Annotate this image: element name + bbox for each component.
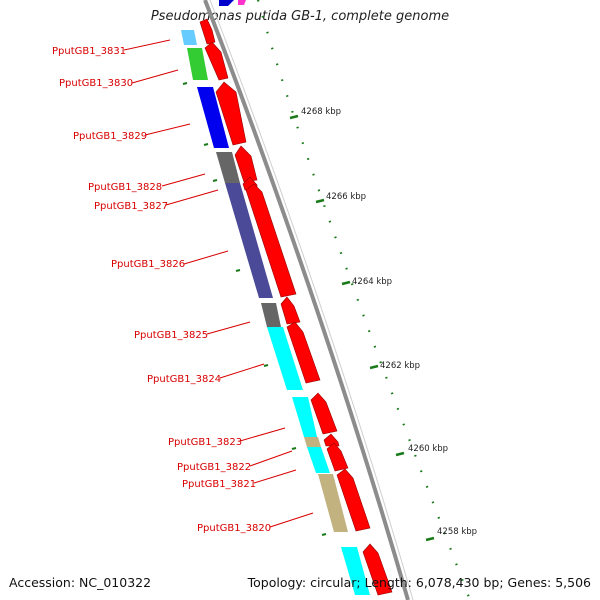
gene-label-3828[interactable]: PputGB1_3828 <box>88 182 162 193</box>
gene-arrow-3825 <box>280 296 301 325</box>
cog-block-green <box>187 48 208 80</box>
gene-label-3826[interactable]: PputGB1_3826 <box>111 259 185 270</box>
gene-label-3831[interactable]: PputGB1_3831 <box>52 46 126 57</box>
gene-label-3821[interactable]: PputGB1_3821 <box>182 479 256 490</box>
cog-block-khaki <box>318 474 348 532</box>
gene-labels: PputGB1_3831 PputGB1_3830 PputGB1_3829 P… <box>52 46 271 534</box>
cog-block-blue <box>197 87 229 148</box>
gene-arrow-3820 <box>336 468 371 532</box>
cog-strip <box>181 30 370 595</box>
gene-arrow-partial-blue <box>219 0 234 6</box>
gene-label-3830[interactable]: PputGB1_3830 <box>59 78 133 89</box>
cog-block-cyan-4 <box>341 547 370 595</box>
kbp-label: 4262 kbp <box>380 361 420 371</box>
gene-arrow-3819 <box>362 543 393 596</box>
gene-label-3825[interactable]: PputGB1_3825 <box>134 330 208 341</box>
gene-arrow-3823a <box>310 392 338 435</box>
cog-block-khaki-small <box>304 437 321 447</box>
gene-arrow-3830 <box>204 41 229 81</box>
kbp-label: 4266 kbp <box>326 192 366 202</box>
cog-block-cyan-1 <box>267 327 303 390</box>
accession-text: Accession: NC_010322 <box>9 575 152 590</box>
gene-label-3820[interactable]: PputGB1_3820 <box>197 523 271 534</box>
gene-label-3823[interactable]: PputGB1_3823 <box>168 437 242 448</box>
kbp-ticks <box>289 114 435 542</box>
gene-label-3829[interactable]: PputGB1_3829 <box>73 131 147 142</box>
gene-label-3827[interactable]: PputGB1_3827 <box>94 201 168 212</box>
gene-arrow-3828 <box>234 145 258 183</box>
gene-label-3822[interactable]: PputGB1_3822 <box>177 462 251 473</box>
gene-arrow-3822 <box>326 442 349 472</box>
gene-arrow-3826 <box>245 183 297 298</box>
topology-text: Topology: circular; Length: 6,078,430 bp… <box>247 575 591 590</box>
leader-lines <box>123 39 314 528</box>
gene-arrow-partial-magenta <box>238 0 246 5</box>
kbp-label: 4258 kbp <box>437 527 477 537</box>
cog-block-gray-2 <box>261 303 281 327</box>
gene-arrow-3831 <box>199 18 216 45</box>
kbp-labels: 4268 kbp 4266 kbp 4264 kbp 4262 kbp 4260… <box>301 107 477 537</box>
gene-arrow-3824 <box>286 321 321 384</box>
cog-block-cyan-3 <box>307 447 330 473</box>
gene-arrow-3823 <box>323 433 340 447</box>
genome-backbone <box>203 0 410 600</box>
cog-block-cyan-top <box>181 30 197 45</box>
cog-block-navy <box>225 183 273 298</box>
gene-arrow-3829 <box>215 81 247 146</box>
cog-block-gray-1 <box>216 152 240 183</box>
kbp-label: 4268 kbp <box>301 107 341 117</box>
kbp-label: 4264 kbp <box>352 277 392 287</box>
gene-label-3824[interactable]: PputGB1_3824 <box>147 374 221 385</box>
kbp-label: 4260 kbp <box>408 444 448 454</box>
inner-ticks <box>182 82 327 536</box>
gene-arrows <box>199 18 393 596</box>
map-title: Pseudomonas putida GB-1, complete genome <box>150 9 450 24</box>
cog-block-cyan-2 <box>292 397 317 437</box>
